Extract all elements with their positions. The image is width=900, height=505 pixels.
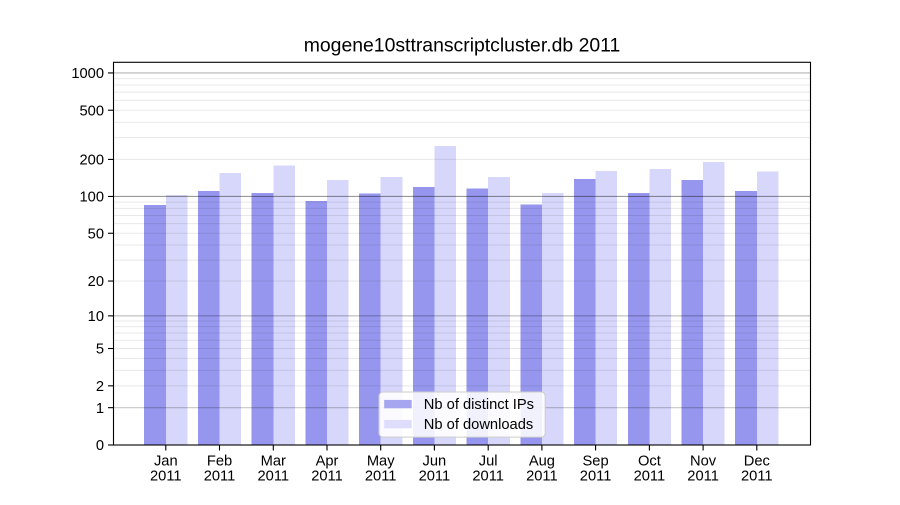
svg-text:Nb of downloads: Nb of downloads [424,417,533,433]
svg-text:Sep: Sep [583,453,609,469]
svg-text:500: 500 [79,103,104,119]
svg-text:10: 10 [88,309,104,325]
svg-text:Oct: Oct [638,453,661,469]
svg-text:5: 5 [96,342,104,358]
svg-text:1000: 1000 [71,66,104,82]
svg-text:Mar: Mar [261,453,286,469]
svg-text:50: 50 [88,226,104,242]
svg-text:Jul: Jul [479,453,498,469]
svg-text:2011: 2011 [258,469,290,485]
svg-text:Jun: Jun [423,453,447,469]
svg-text:0: 0 [96,438,104,454]
svg-text:2011: 2011 [365,469,397,485]
svg-text:200: 200 [79,153,104,169]
svg-text:Apr: Apr [316,453,339,469]
svg-text:Aug: Aug [529,453,555,469]
svg-text:Jan: Jan [154,453,178,469]
svg-text:2011: 2011 [687,469,719,485]
svg-text:mogene10sttranscriptcluster.db: mogene10sttranscriptcluster.db 2011 [304,34,621,56]
svg-text:2011: 2011 [311,469,343,485]
svg-text:2011: 2011 [150,469,182,485]
svg-text:20: 20 [88,274,104,290]
svg-text:1: 1 [96,401,104,417]
svg-text:Nov: Nov [690,453,717,469]
svg-text:2011: 2011 [204,469,236,485]
svg-text:2011: 2011 [741,469,773,485]
svg-text:Feb: Feb [207,453,232,469]
svg-text:May: May [367,453,395,469]
svg-text:2011: 2011 [472,469,504,485]
svg-text:100: 100 [79,190,104,206]
svg-text:2011: 2011 [580,469,612,485]
svg-text:2011: 2011 [419,469,451,485]
svg-text:2011: 2011 [634,469,666,485]
svg-text:Dec: Dec [744,453,770,469]
svg-text:Nb of distinct IPs: Nb of distinct IPs [424,397,534,413]
svg-text:2: 2 [96,379,104,395]
svg-text:2011: 2011 [526,469,558,485]
